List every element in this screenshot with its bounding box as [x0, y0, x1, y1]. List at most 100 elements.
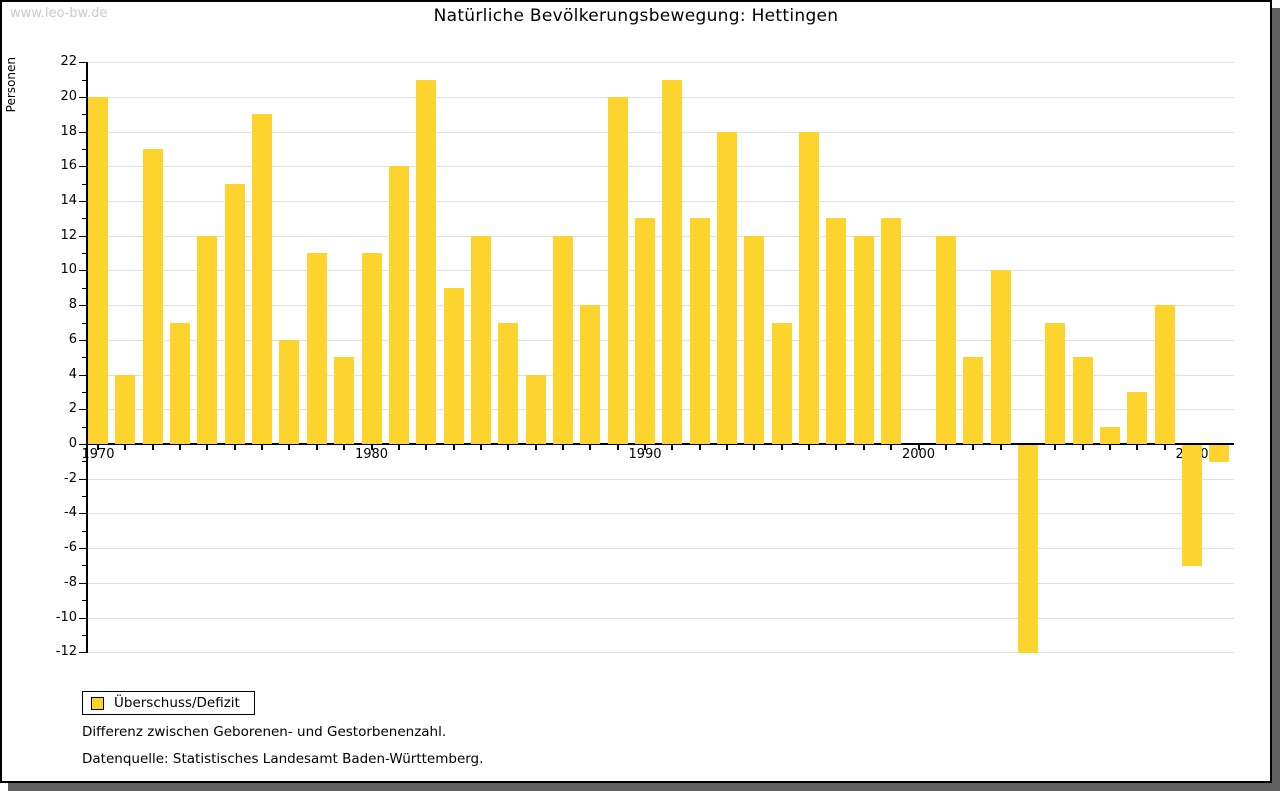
bar [1182, 445, 1202, 567]
y-axis-line [86, 62, 88, 654]
bar [552, 235, 573, 444]
x-axis-tick [479, 445, 482, 450]
gridline [87, 131, 1234, 133]
bar [635, 218, 655, 444]
bar [334, 357, 355, 444]
x-axis-tick [1081, 445, 1084, 450]
x-axis-tick [288, 445, 291, 450]
x-axis-tick [179, 445, 182, 450]
y-axis-tick [79, 652, 86, 654]
legend-swatch-icon [91, 696, 104, 710]
y-axis-tick [79, 166, 86, 168]
bar [799, 131, 820, 444]
gridline [87, 409, 1234, 411]
caption-definition: Differenz zwischen Geborenen- und Gestor… [82, 724, 447, 740]
x-axis-tick [370, 445, 373, 450]
bar [935, 235, 956, 444]
bar [1127, 391, 1148, 444]
bar [580, 305, 601, 444]
y-axis-tick-label: -12 [55, 644, 77, 660]
bar [881, 218, 902, 444]
x-axis-tick [1163, 445, 1166, 450]
y-axis-tick-label: 2 [68, 401, 77, 417]
bar [142, 148, 163, 444]
legend: Überschuss/Defizit [82, 691, 255, 715]
x-axis-tick [726, 445, 729, 450]
bar [662, 79, 683, 444]
y-axis-tick [79, 270, 86, 272]
bar [252, 114, 273, 444]
x-axis-tick [671, 445, 674, 450]
bar [279, 339, 300, 444]
chart-title: Natürliche Bevölkerungsbewegung: Hetting… [433, 6, 839, 26]
y-axis-tick-label: 12 [60, 227, 77, 243]
bar [1209, 445, 1230, 463]
x-axis-tick [917, 445, 920, 450]
x-axis-tick [862, 445, 865, 450]
bar [197, 235, 218, 444]
y-axis-tick [82, 253, 86, 255]
y-axis-tick-label: 8 [68, 297, 77, 313]
x-axis-tick [808, 445, 811, 450]
x-axis-tick [561, 445, 564, 450]
x-axis-tick [343, 445, 346, 450]
gridline [87, 513, 1234, 515]
y-axis-tick-label: -8 [64, 574, 77, 590]
y-axis-tick [82, 357, 86, 359]
legend-label: Überschuss/Defizit [114, 695, 240, 711]
y-axis-tick [82, 114, 86, 116]
gridline [87, 652, 1234, 654]
gridline [87, 201, 1234, 203]
x-axis-tick [616, 445, 619, 450]
y-axis-tick [79, 339, 86, 341]
gridline [87, 235, 1234, 237]
gridline [87, 270, 1234, 272]
bar [470, 235, 491, 444]
bar [115, 374, 136, 444]
y-axis-tick [79, 62, 86, 64]
y-axis-tick [79, 409, 86, 411]
y-axis-tick [79, 235, 86, 237]
y-axis-tick [82, 634, 86, 636]
bar [416, 79, 437, 444]
bar [306, 253, 327, 444]
y-axis-tick [79, 305, 86, 307]
y-axis-tick [82, 183, 86, 185]
bar [771, 322, 792, 444]
y-axis-tick [82, 565, 86, 567]
gridline [87, 548, 1234, 550]
y-axis-tick [82, 218, 86, 220]
y-axis-tick-label: 14 [60, 193, 77, 209]
y-axis-tick [82, 426, 86, 428]
x-axis-tick-label: 1990 [628, 447, 662, 462]
bar [826, 218, 847, 444]
x-axis-tick [753, 445, 756, 450]
y-axis-tick [82, 496, 86, 498]
x-axis-tick [835, 445, 838, 450]
y-axis-tick-label: 4 [68, 366, 77, 382]
bar [1154, 305, 1175, 444]
bar [1099, 426, 1120, 444]
bar [607, 96, 628, 444]
y-axis-tick [82, 461, 86, 463]
x-axis-tick [589, 445, 592, 450]
bar [853, 235, 874, 444]
gridline [87, 96, 1234, 98]
x-axis-tick [124, 445, 127, 450]
gridline [87, 617, 1234, 619]
x-axis-tick [425, 445, 428, 450]
y-axis-tick [82, 287, 86, 289]
bar [717, 131, 738, 444]
y-axis-tick [79, 444, 86, 445]
y-axis-tick [79, 201, 86, 203]
x-axis-tick [233, 445, 236, 450]
bar [1072, 357, 1093, 444]
y-axis-tick [79, 374, 86, 376]
y-axis-tick-label: 22 [60, 54, 77, 70]
x-axis-tick [890, 445, 893, 450]
y-axis-tick [79, 131, 86, 133]
bar [361, 253, 382, 444]
x-axis-tick [999, 445, 1002, 450]
